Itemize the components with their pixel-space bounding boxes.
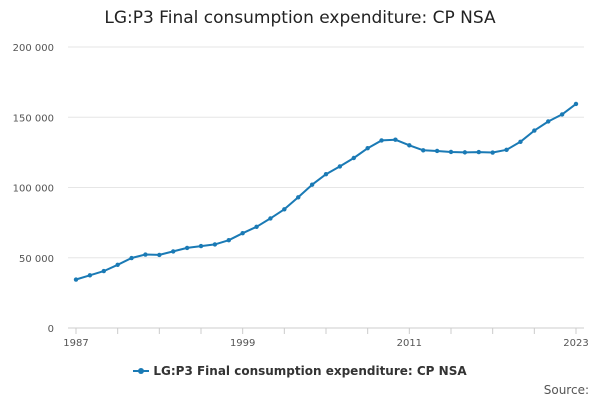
data-point [337,164,343,169]
data-point [407,143,412,148]
data-point [73,277,79,282]
y-tick-label: 0 [48,324,54,335]
data-point [254,224,259,230]
data-point [143,252,148,257]
data-point [476,149,481,155]
x-tick-label: 1999 [230,338,255,349]
data-point [282,207,287,212]
legend-label[interactable]: LG:P3 Final consumption expenditure: CP … [153,364,467,378]
data-point [573,101,579,107]
data-point [448,149,454,155]
x-tick-label: 1987 [63,338,88,349]
data-point [296,195,301,200]
data-point [559,112,565,117]
data-point [157,252,162,258]
data-point [365,145,370,151]
data-point [198,243,204,249]
x-tick-label: 2023 [563,338,588,349]
data-point [226,237,231,243]
data-point [434,148,440,154]
data-point [351,155,356,161]
data-point [323,171,329,177]
legend[interactable]: LG:P3 Final consumption expenditure: CP … [0,364,600,378]
legend-swatch [133,368,150,374]
data-point [212,242,218,247]
data-point [87,273,93,278]
axis-layer: 0 50 000 100 000 150 000 200 000 1987 1999 2011… [13,43,589,349]
y-tick-label: 50 000 [19,254,54,265]
legend-marker-icon [138,368,145,374]
x-tick-label: 2011 [397,338,422,349]
data-point [462,150,468,155]
data-point [171,249,176,254]
data-point [504,147,509,153]
grid-layer [68,46,584,259]
data-point [379,138,384,143]
data-point [309,182,315,187]
data-point [546,119,551,124]
series-layer [73,101,579,282]
series-line [75,103,577,281]
y-tick-label: 200 000 [13,43,54,54]
chart-title: LG:P3 Final consumption expenditure: CP … [104,8,496,28]
source-label: Source: [543,383,589,397]
data-point [268,216,273,221]
y-tick-label: 150 000 [13,113,54,124]
data-point [532,128,537,133]
data-point [421,148,426,153]
y-tick-label: 100 000 [13,184,54,195]
data-point [240,230,245,236]
data-point [184,245,190,251]
data-point [518,139,523,145]
data-point [490,150,495,155]
data-point [101,268,106,274]
data-point [129,255,134,261]
data-point [115,262,120,267]
data-point [393,137,398,142]
